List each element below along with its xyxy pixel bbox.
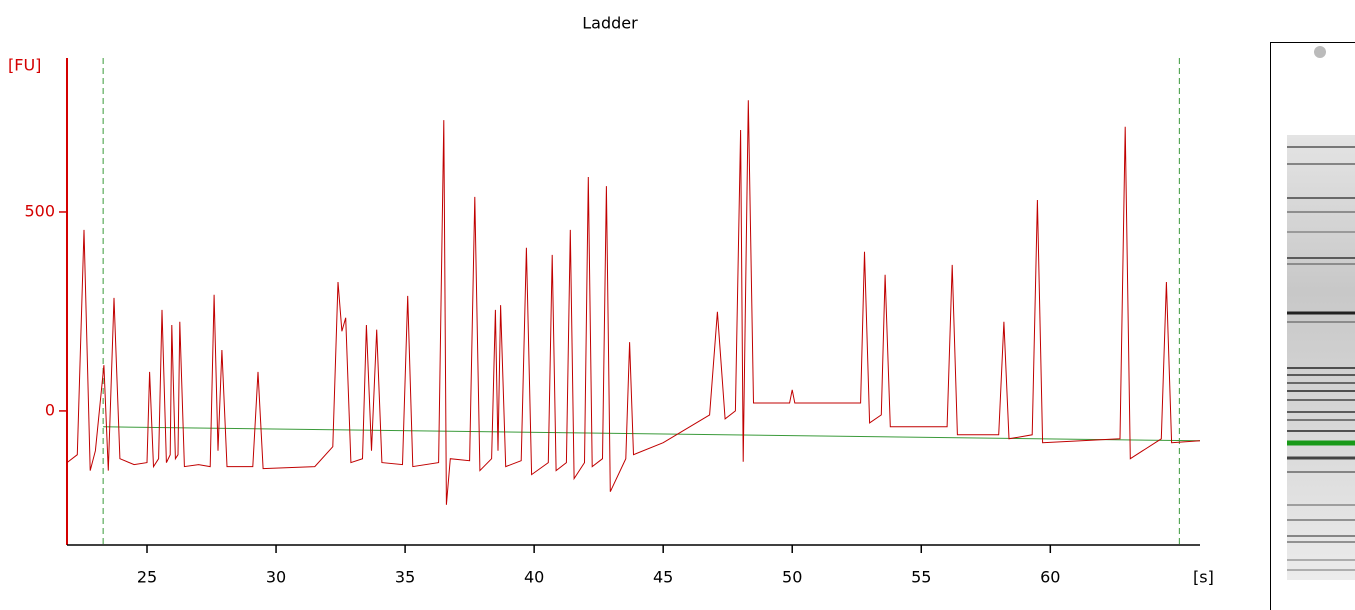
- trace: [103, 426, 1201, 442]
- trace: [66, 100, 1201, 505]
- x-tick-label: 50: [782, 568, 802, 587]
- gel-lane: [1270, 42, 1355, 610]
- x-tick-label: 40: [524, 568, 544, 587]
- chart-title: Ladder: [582, 14, 638, 33]
- x-tick-label: 35: [395, 568, 415, 587]
- x-tick-label: 25: [137, 568, 157, 587]
- y-tick-label: 500: [24, 201, 55, 220]
- y-axis-label: [FU]: [8, 56, 41, 75]
- y-tick-label: 0: [45, 400, 55, 419]
- x-tick-label: 30: [266, 568, 286, 587]
- x-tick-label: 45: [653, 568, 673, 587]
- x-axis-label: [s]: [1193, 568, 1214, 587]
- x-tick-label: 55: [911, 568, 931, 587]
- x-tick-label: 60: [1040, 568, 1060, 587]
